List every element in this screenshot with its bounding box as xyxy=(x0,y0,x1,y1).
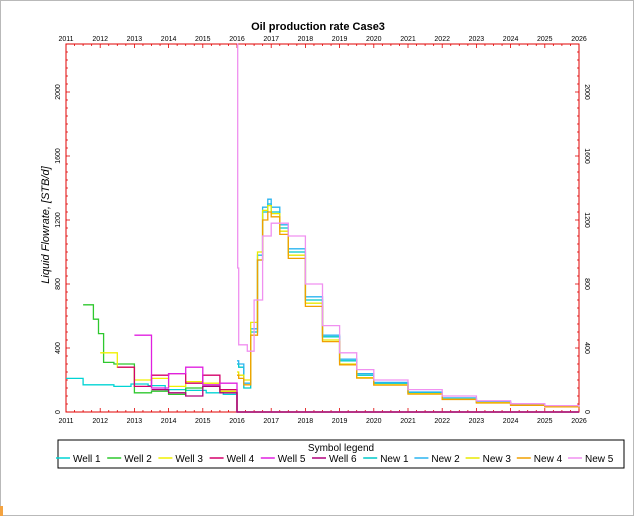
x-tick-label-top: 2022 xyxy=(434,36,450,43)
x-tick-label-bottom: 2026 xyxy=(571,418,587,425)
x-tick-label-bottom: 2019 xyxy=(332,418,348,425)
series-line xyxy=(83,304,579,413)
series-line xyxy=(237,43,580,408)
x-tick-label-top: 2012 xyxy=(92,36,108,43)
x-tick-label-top: 2014 xyxy=(161,36,177,43)
legend-item: Well 6 xyxy=(329,454,357,465)
x-tick-label-top: 2016 xyxy=(229,36,245,43)
y-axis-label: Liquid Flowrate, [STB/d] xyxy=(40,165,52,283)
y-tick-label-right: 0 xyxy=(583,410,590,414)
legend-item: New 3 xyxy=(483,454,512,465)
x-tick-label-top: 2024 xyxy=(503,36,519,43)
legend-item: Well 2 xyxy=(124,454,152,465)
x-tick-label-bottom: 2011 xyxy=(58,418,73,425)
y-tick-label-left: 2000 xyxy=(55,84,62,100)
x-tick-label-bottom: 2024 xyxy=(503,418,519,425)
y-tick-label-right: 1600 xyxy=(583,148,590,164)
x-tick-label-top: 2013 xyxy=(127,36,143,43)
y-tick-label-right: 2000 xyxy=(583,84,590,100)
plot-border xyxy=(65,43,580,413)
series-line xyxy=(66,377,579,413)
y-tick-label-left: 1600 xyxy=(55,148,62,164)
legend-item: New 2 xyxy=(431,454,460,465)
x-tick-label-bottom: 2018 xyxy=(298,418,314,425)
legend-item: Well 4 xyxy=(227,454,255,465)
x-tick-label-bottom: 2020 xyxy=(366,418,382,425)
x-tick-label-top: 2015 xyxy=(195,36,211,43)
decorative-corner xyxy=(0,506,3,516)
x-tick-label-top: 2017 xyxy=(263,36,279,43)
x-tick-label-bottom: 2023 xyxy=(469,418,485,425)
y-tick-label-left: 0 xyxy=(55,410,62,414)
x-tick-label-bottom: 2021 xyxy=(400,418,416,425)
legend-box xyxy=(57,439,625,469)
x-tick-label-top: 2023 xyxy=(469,36,485,43)
x-tick-label-top: 2025 xyxy=(537,36,553,43)
legend-item: New 5 xyxy=(585,454,614,465)
legend-item: Well 1 xyxy=(73,454,101,465)
axes: 2011 2011 2012 2012 2013 2013 2014 2014 2015 2015… xyxy=(55,36,590,425)
x-tick-label-bottom: 2015 xyxy=(195,418,211,425)
x-tick-label-bottom: 2022 xyxy=(434,418,450,425)
y-tick-label-left: 400 xyxy=(55,342,62,354)
series-line xyxy=(134,334,579,413)
legend-item: New 1 xyxy=(380,454,409,465)
y-tick-label-left: 800 xyxy=(55,278,62,290)
y-tick-label-right: 1200 xyxy=(583,212,590,228)
y-tick-label-left: 1200 xyxy=(55,212,62,228)
x-tick-label-bottom: 2016 xyxy=(229,418,245,425)
x-tick-label-top: 2021 xyxy=(400,36,416,43)
x-tick-label-top: 2018 xyxy=(298,36,314,43)
x-tick-label-bottom: 2025 xyxy=(537,418,553,425)
series-line xyxy=(117,366,579,413)
legend-item: Well 5 xyxy=(278,454,306,465)
legend-item: New 4 xyxy=(534,454,563,465)
x-tick-label-top: 2020 xyxy=(366,36,382,43)
y-tick-label-right: 800 xyxy=(583,278,590,290)
x-tick-label-top: 2026 xyxy=(571,36,587,43)
chart-title: Oil production rate Case3 xyxy=(251,21,385,33)
legend-item: Well 3 xyxy=(175,454,203,465)
x-tick-label-bottom: 2017 xyxy=(263,418,279,425)
x-tick-label-bottom: 2014 xyxy=(161,418,177,425)
x-tick-label-top: 2019 xyxy=(332,36,348,43)
legend: Symbol legend Well 1 Well 2 Well 3 Well 4 We… xyxy=(56,439,625,469)
x-tick-label-bottom: 2013 xyxy=(127,418,143,425)
legend-title: Symbol legend xyxy=(308,443,374,454)
series-line xyxy=(151,385,579,413)
x-tick-label-bottom: 2012 xyxy=(92,418,108,425)
x-tick-label-top: 2011 xyxy=(58,36,73,43)
series-group xyxy=(66,43,580,413)
series-line xyxy=(237,211,580,409)
y-tick-label-right: 400 xyxy=(583,342,590,354)
